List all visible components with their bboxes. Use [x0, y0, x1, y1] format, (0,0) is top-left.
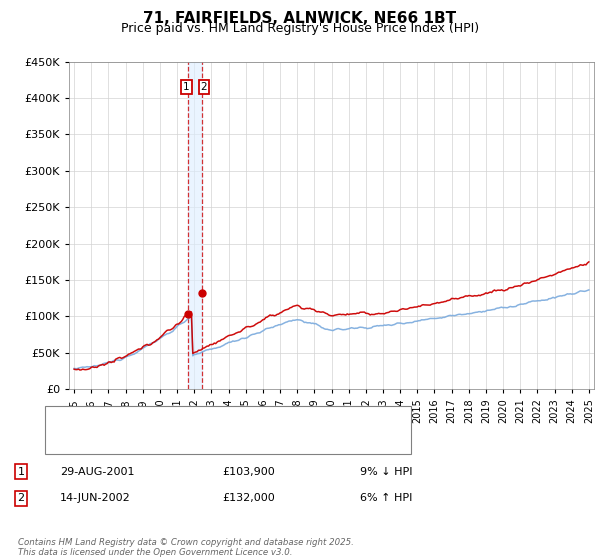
- Text: 1: 1: [183, 82, 190, 92]
- Text: ─────: ─────: [57, 432, 95, 446]
- Text: £103,900: £103,900: [222, 466, 275, 477]
- Text: £132,000: £132,000: [222, 493, 275, 503]
- Bar: [188, 62, 202, 389]
- Text: HPI: Average price, detached house, Northumberland: HPI: Average price, detached house, Nort…: [90, 434, 369, 444]
- Text: 71, FAIRFIELDS, ALNWICK, NE66 1BT: 71, FAIRFIELDS, ALNWICK, NE66 1BT: [143, 11, 457, 26]
- Text: 6% ↑ HPI: 6% ↑ HPI: [360, 493, 412, 503]
- Text: 14-JUN-2002: 14-JUN-2002: [60, 493, 131, 503]
- Text: 29-AUG-2001: 29-AUG-2001: [60, 466, 134, 477]
- Text: ─────: ─────: [57, 414, 95, 427]
- Text: Contains HM Land Registry data © Crown copyright and database right 2025.
This d: Contains HM Land Registry data © Crown c…: [18, 538, 354, 557]
- Text: Price paid vs. HM Land Registry's House Price Index (HPI): Price paid vs. HM Land Registry's House …: [121, 22, 479, 35]
- Text: 9% ↓ HPI: 9% ↓ HPI: [360, 466, 413, 477]
- Text: 71, FAIRFIELDS, ALNWICK, NE66 1BT (detached house): 71, FAIRFIELDS, ALNWICK, NE66 1BT (detac…: [90, 416, 374, 426]
- Text: 1: 1: [17, 466, 25, 477]
- Text: 2: 2: [17, 493, 25, 503]
- Text: 2: 2: [201, 82, 208, 92]
